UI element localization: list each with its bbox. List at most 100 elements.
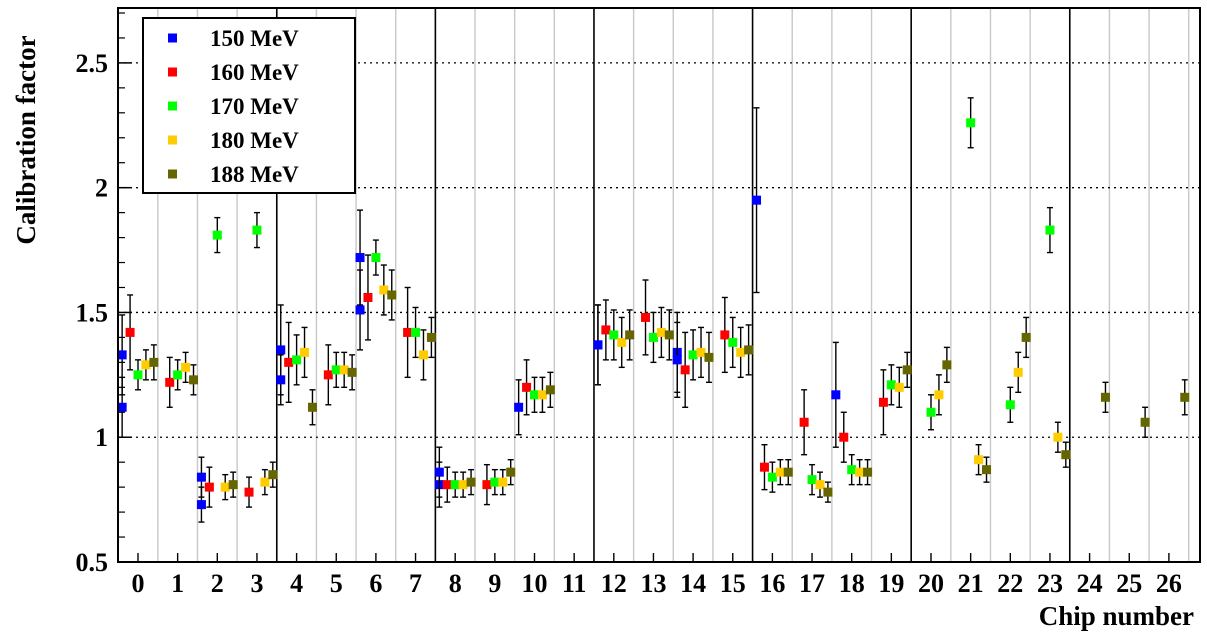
data-point	[276, 354, 286, 406]
data-point	[458, 471, 468, 498]
data-point	[648, 311, 658, 364]
point-marker	[141, 360, 151, 370]
point-marker	[545, 385, 555, 395]
point-marker	[418, 350, 428, 360]
data-point	[601, 299, 611, 361]
x-tick-label: 8	[449, 569, 462, 598]
point-marker	[648, 332, 658, 342]
data-point	[926, 394, 936, 431]
data-point	[704, 331, 714, 384]
point-marker	[641, 312, 651, 322]
x-tick-label: 2	[211, 569, 224, 598]
point-marker	[966, 118, 976, 128]
point-marker	[466, 477, 476, 487]
point-marker	[1053, 432, 1063, 442]
y-tick-label: 2	[95, 174, 108, 203]
point-marker	[847, 465, 857, 475]
x-ticks: 0 1 2 3 4 5 6 7 8 9 10 11 12 13 14 15 16 17 18 19 20 21 22 23 24…	[132, 553, 1182, 598]
point-marker	[537, 390, 547, 400]
data-point	[292, 334, 302, 386]
legend-label: 160 MeV	[210, 60, 299, 85]
data-point	[807, 463, 817, 496]
point-marker	[839, 432, 849, 442]
data-point	[284, 321, 294, 403]
data-point	[545, 371, 555, 408]
y-ticks: 0.5 1 1.5 2 2.5	[76, 12, 132, 577]
x-tick-label: 3	[250, 569, 263, 598]
point-marker	[117, 402, 127, 412]
legend-marker	[168, 169, 177, 179]
x-tick-label: 23	[1037, 569, 1063, 598]
point-marker	[450, 480, 460, 490]
data-point	[736, 326, 746, 379]
data-point	[775, 458, 785, 486]
point-marker	[434, 467, 444, 477]
point-marker	[886, 380, 896, 390]
data-point	[1053, 421, 1063, 453]
point-marker	[355, 305, 365, 315]
data-points	[117, 97, 1190, 523]
data-point	[307, 389, 317, 426]
y-tick-label: 2.5	[76, 49, 109, 78]
data-point	[244, 476, 254, 508]
point-marker	[411, 327, 421, 337]
data-point	[387, 269, 397, 321]
data-point	[783, 458, 793, 486]
data-point	[252, 211, 262, 249]
x-tick-label: 17	[799, 569, 825, 598]
data-point	[767, 461, 777, 493]
point-marker	[196, 500, 206, 510]
x-tick-label: 11	[562, 569, 587, 598]
point-marker	[863, 467, 873, 477]
data-point	[482, 463, 492, 506]
point-marker	[783, 467, 793, 477]
point-marker	[815, 480, 825, 490]
point-marker	[1021, 332, 1031, 342]
x-tick-label: 21	[958, 569, 984, 598]
data-point	[934, 374, 944, 416]
point-marker	[831, 390, 841, 400]
point-marker	[339, 365, 349, 375]
point-marker	[133, 370, 143, 380]
point-marker	[522, 382, 532, 392]
point-marker	[982, 465, 992, 475]
point-marker	[387, 290, 397, 300]
x-tick-label: 18	[839, 569, 865, 598]
point-marker	[1045, 225, 1055, 235]
point-marker	[189, 375, 199, 385]
legend-label: 180 MeV	[210, 128, 299, 153]
point-marker	[680, 365, 690, 375]
point-marker	[625, 330, 635, 340]
data-point	[863, 458, 873, 486]
data-point	[537, 376, 547, 413]
data-point	[1100, 381, 1110, 413]
point-marker	[228, 480, 238, 490]
point-marker	[878, 397, 888, 407]
x-tick-label: 20	[918, 569, 944, 598]
point-marker	[926, 407, 936, 417]
data-point	[720, 296, 730, 374]
data-point	[625, 309, 635, 361]
data-point	[339, 351, 349, 389]
point-marker	[1061, 450, 1071, 460]
data-point	[426, 316, 436, 359]
data-point	[181, 351, 191, 384]
point-marker	[458, 480, 468, 490]
data-point	[839, 411, 849, 463]
y-tick-label: 0.5	[76, 548, 109, 577]
data-point	[411, 306, 421, 359]
data-point	[165, 356, 175, 408]
y-axis-title: Calibration factor	[11, 35, 41, 244]
point-marker	[268, 470, 278, 480]
data-point	[442, 466, 452, 503]
x-tick-label: 0	[132, 569, 145, 598]
point-marker	[196, 472, 206, 482]
point-marker	[117, 350, 127, 360]
legend-label: 188 MeV	[210, 162, 299, 187]
data-point	[609, 309, 619, 361]
point-marker	[165, 377, 175, 387]
point-marker	[300, 347, 310, 357]
x-tick-label: 5	[330, 569, 343, 598]
x-tick-label: 14	[680, 569, 706, 598]
data-point	[141, 349, 151, 381]
